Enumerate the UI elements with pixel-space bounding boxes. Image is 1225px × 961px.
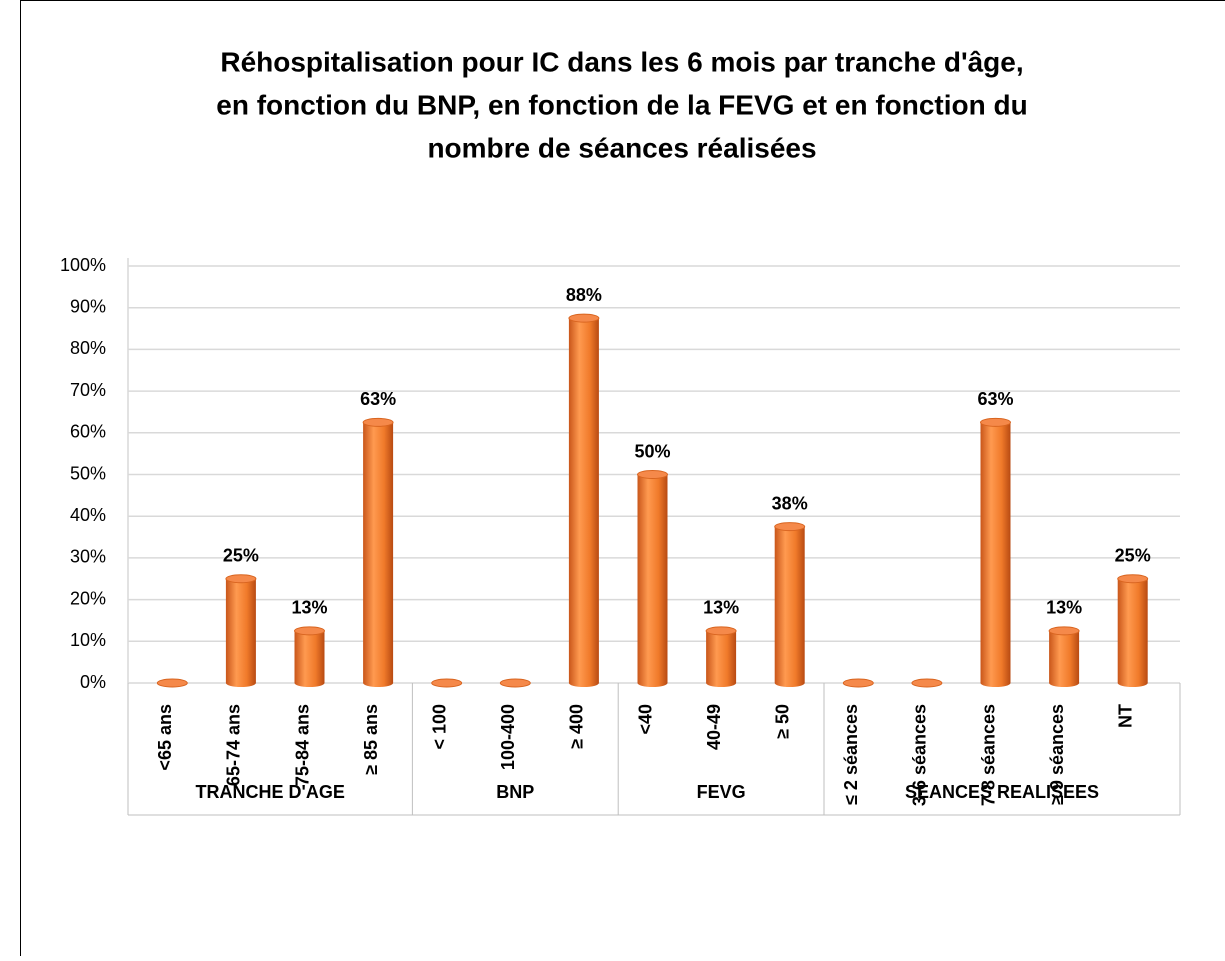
- group-label: BNP: [496, 782, 534, 802]
- bar-top: [981, 418, 1011, 426]
- chart-title: Réhospitalisation pour IC dans les 6 moi…: [220, 46, 1023, 77]
- data-label: 25%: [1115, 546, 1151, 566]
- chart-title: en fonction du BNP, en fonction de la FE…: [216, 89, 1027, 120]
- bar-top: [706, 627, 736, 635]
- x-tick-label: ≤ 2 séances: [841, 704, 861, 805]
- bar: [1118, 579, 1148, 687]
- y-tick-label: 10%: [70, 630, 106, 650]
- group-label: FEVG: [697, 782, 746, 802]
- data-label: 50%: [634, 441, 670, 461]
- bar-top: [500, 679, 530, 687]
- x-tick-label: ≥ 400: [567, 704, 587, 749]
- y-tick-label: 0%: [80, 672, 106, 692]
- bar-top: [432, 679, 462, 687]
- bar-top: [775, 523, 805, 531]
- bar-top: [226, 575, 256, 583]
- bar-top: [569, 314, 599, 322]
- bar-top: [638, 471, 668, 479]
- data-label: 88%: [566, 285, 602, 305]
- x-tick-label: <40: [635, 704, 655, 735]
- data-label: 13%: [1046, 598, 1082, 618]
- group-label: TRANCHE D'AGE: [196, 782, 345, 802]
- bar-top: [1118, 575, 1148, 583]
- x-tick-label: 3-6 séances: [910, 704, 930, 806]
- x-tick-label: ≥ 9 séances: [1047, 704, 1067, 805]
- bar: [295, 631, 325, 687]
- bar-top: [1049, 627, 1079, 635]
- bar: [363, 422, 393, 687]
- bar: [706, 631, 736, 687]
- x-tick-label: 40-49: [704, 704, 724, 750]
- x-tick-label: 7-8 séances: [978, 704, 998, 806]
- x-tick-label: 65-74 ans: [224, 704, 244, 786]
- data-label: 38%: [772, 493, 808, 513]
- bar-top: [363, 418, 393, 426]
- bar: [1049, 631, 1079, 687]
- x-tick-label: < 100: [429, 704, 449, 750]
- x-tick-label: ≥ 50: [772, 704, 792, 739]
- x-tick-label: 75-84 ans: [292, 704, 312, 786]
- bar: [775, 527, 805, 687]
- bar-top: [295, 627, 325, 635]
- bar-top: [157, 679, 187, 687]
- data-label: 13%: [291, 598, 327, 618]
- bar-top: [843, 679, 873, 687]
- y-tick-label: 50%: [70, 463, 106, 483]
- y-tick-label: 80%: [70, 338, 106, 358]
- y-tick-label: 70%: [70, 380, 106, 400]
- y-tick-label: 20%: [70, 588, 106, 608]
- data-label: 63%: [977, 389, 1013, 409]
- x-tick-label: NT: [1115, 704, 1135, 728]
- x-tick-label: <65 ans: [155, 704, 175, 771]
- y-tick-label: 30%: [70, 547, 106, 567]
- y-tick-label: 60%: [70, 422, 106, 442]
- bar: [638, 475, 668, 688]
- bar: [226, 579, 256, 687]
- y-tick-label: 90%: [70, 296, 106, 316]
- x-tick-label: ≥ 85 ans: [361, 704, 381, 775]
- group-label: SEANCES REALISEES: [905, 782, 1099, 802]
- data-label: 63%: [360, 389, 396, 409]
- y-tick-label: 100%: [60, 255, 106, 275]
- x-tick-label: 100-400: [498, 704, 518, 770]
- bar: [981, 422, 1011, 687]
- data-label: 25%: [223, 546, 259, 566]
- data-label: 13%: [703, 598, 739, 618]
- bar: [569, 318, 599, 687]
- bar-top: [912, 679, 942, 687]
- y-tick-label: 40%: [70, 505, 106, 525]
- chart-title: nombre de séances réalisées: [427, 132, 816, 163]
